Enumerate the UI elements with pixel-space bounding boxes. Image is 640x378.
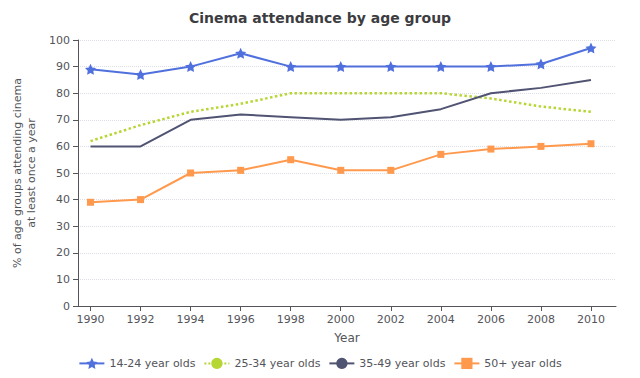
svg-text:2002: 2002 [377, 313, 405, 326]
svg-text:10: 10 [56, 273, 70, 286]
svg-text:50: 50 [56, 167, 70, 180]
svg-text:2006: 2006 [477, 313, 505, 326]
svg-text:% of age groups attending cine: % of age groups attending cinema [11, 78, 24, 268]
svg-text:1994: 1994 [177, 313, 205, 326]
svg-text:1998: 1998 [277, 313, 305, 326]
svg-text:2000: 2000 [327, 313, 355, 326]
svg-text:80: 80 [56, 87, 70, 100]
svg-text:1996: 1996 [227, 313, 255, 326]
svg-text:1990: 1990 [77, 313, 105, 326]
svg-text:50+ year olds: 50+ year olds [484, 357, 562, 370]
svg-text:14-24 year olds: 14-24 year olds [109, 357, 195, 370]
svg-text:1992: 1992 [127, 313, 155, 326]
svg-text:2008: 2008 [527, 313, 555, 326]
svg-text:90: 90 [56, 60, 70, 73]
svg-text:20: 20 [56, 246, 70, 259]
svg-text:70: 70 [56, 113, 70, 126]
svg-text:60: 60 [56, 140, 70, 153]
svg-text:35-49 year olds: 35-49 year olds [359, 357, 445, 370]
svg-text:at least once a year: at least once a year [25, 118, 38, 228]
svg-text:30: 30 [56, 220, 70, 233]
svg-text:Year: Year [333, 331, 359, 345]
svg-text:Cinema attendance by age group: Cinema attendance by age group [189, 10, 451, 26]
svg-text:25-34 year olds: 25-34 year olds [234, 357, 320, 370]
svg-text:40: 40 [56, 193, 70, 206]
svg-text:100: 100 [49, 34, 70, 47]
svg-text:2010: 2010 [577, 313, 605, 326]
svg-text:0: 0 [63, 300, 70, 313]
svg-text:2004: 2004 [427, 313, 455, 326]
